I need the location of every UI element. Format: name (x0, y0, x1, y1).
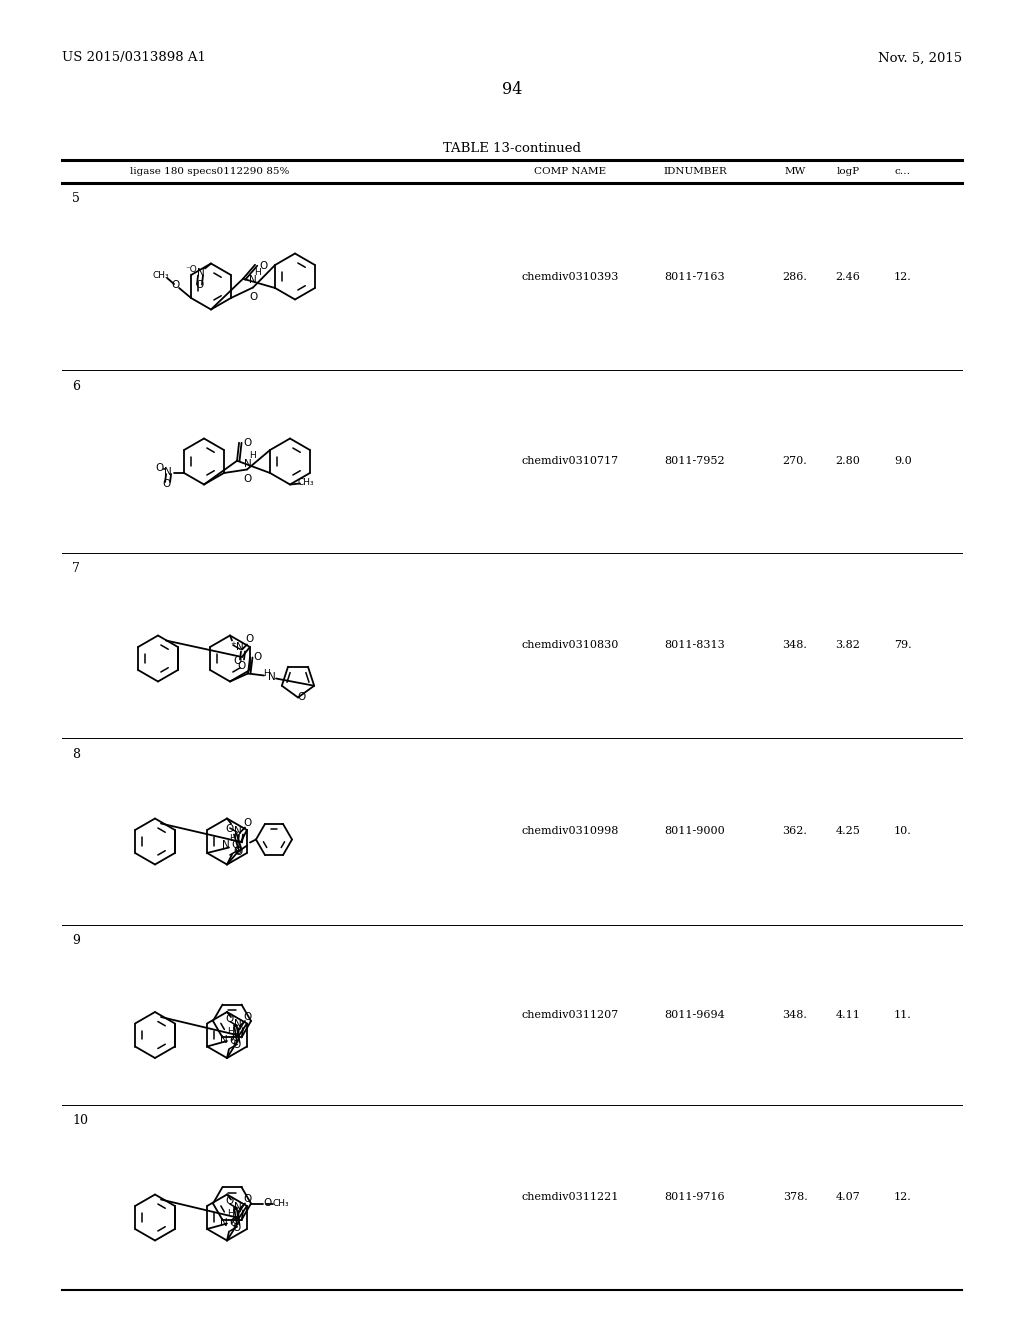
Text: N: N (222, 841, 229, 850)
Text: chemdiv0310998: chemdiv0310998 (521, 826, 618, 837)
Text: chemdiv0310830: chemdiv0310830 (521, 640, 618, 651)
Text: 79.: 79. (894, 640, 911, 651)
Text: 362.: 362. (782, 826, 808, 837)
Text: N: N (249, 276, 257, 285)
Text: logP: logP (837, 168, 859, 177)
Text: 8011-7952: 8011-7952 (665, 457, 725, 466)
Text: ligase 180 specs0112290 85%: ligase 180 specs0112290 85% (130, 168, 290, 177)
Text: O: O (243, 818, 251, 829)
Text: 12.: 12. (894, 1192, 912, 1203)
Text: 348.: 348. (782, 1010, 808, 1020)
Text: N: N (220, 1217, 228, 1228)
Text: •: • (162, 467, 166, 473)
Text: IDNUMBER: IDNUMBER (664, 168, 727, 177)
Text: O: O (231, 1034, 240, 1043)
Text: CH₃: CH₃ (272, 1199, 290, 1208)
Text: 8011-9000: 8011-9000 (665, 826, 725, 837)
Text: H: H (263, 669, 270, 678)
Text: O: O (171, 280, 179, 290)
Text: O: O (243, 1012, 251, 1022)
Text: O: O (249, 292, 257, 301)
Text: CH₃: CH₃ (298, 478, 314, 487)
Text: N: N (234, 1201, 242, 1212)
Text: O: O (232, 1040, 241, 1051)
Text: 3.82: 3.82 (836, 640, 860, 651)
Text: 4.25: 4.25 (836, 826, 860, 837)
Text: 12.: 12. (894, 272, 912, 281)
Text: 8011-7163: 8011-7163 (665, 272, 725, 281)
Text: 8: 8 (72, 747, 80, 760)
Text: 9: 9 (72, 935, 80, 948)
Text: 94: 94 (502, 82, 522, 99)
Text: O: O (229, 1218, 238, 1229)
Text: 378.: 378. (782, 1192, 807, 1203)
Text: O: O (229, 1036, 238, 1045)
Text: COMP NAME: COMP NAME (534, 168, 606, 177)
Text: 11.: 11. (894, 1010, 912, 1020)
Text: c…: c… (895, 168, 911, 177)
Text: O: O (243, 1195, 251, 1204)
Text: chemdiv0311221: chemdiv0311221 (521, 1192, 618, 1203)
Text: 8011-8313: 8011-8313 (665, 640, 725, 651)
Text: 10: 10 (72, 1114, 88, 1127)
Text: 4.11: 4.11 (836, 1010, 860, 1020)
Text: O: O (238, 661, 246, 671)
Text: TABLE 13-continued: TABLE 13-continued (443, 141, 581, 154)
Text: O: O (226, 824, 234, 833)
Text: O: O (243, 474, 251, 483)
Text: O: O (259, 261, 267, 271)
Text: O: O (263, 1199, 271, 1209)
Text: CH₃: CH₃ (153, 272, 169, 281)
Text: N: N (244, 459, 252, 469)
Text: O: O (231, 840, 240, 850)
Text: N: N (268, 672, 275, 682)
Text: 8011-9716: 8011-9716 (665, 1192, 725, 1203)
Text: H: H (228, 834, 236, 843)
Text: H: H (226, 1027, 233, 1035)
Text: H: H (254, 268, 260, 277)
Text: chemdiv0310717: chemdiv0310717 (521, 457, 618, 466)
Text: 5: 5 (72, 193, 80, 206)
Text: O: O (226, 1196, 234, 1206)
Text: Nov. 5, 2015: Nov. 5, 2015 (878, 51, 962, 65)
Text: MW: MW (784, 168, 806, 177)
Text: O: O (297, 692, 305, 701)
Text: US 2015/0313898 A1: US 2015/0313898 A1 (62, 51, 206, 65)
Text: 9.0: 9.0 (894, 457, 912, 466)
Text: 348.: 348. (782, 640, 808, 651)
Text: ⁻O: ⁻O (185, 265, 197, 275)
Text: H: H (226, 1209, 233, 1218)
Text: O: O (233, 656, 242, 667)
Text: O: O (245, 635, 253, 644)
Text: 7: 7 (72, 562, 80, 576)
Text: +: + (230, 640, 236, 647)
Text: 8011-9694: 8011-9694 (665, 1010, 725, 1020)
Text: N: N (234, 1019, 242, 1030)
Text: N: N (220, 1035, 228, 1045)
Text: O: O (231, 1216, 240, 1225)
Text: 6: 6 (72, 380, 80, 392)
Text: O: O (155, 463, 163, 473)
Text: O: O (234, 847, 243, 857)
Text: O: O (162, 479, 170, 488)
Text: N: N (234, 825, 242, 836)
Text: 286.: 286. (782, 272, 808, 281)
Text: N: N (164, 467, 172, 477)
Text: 2.80: 2.80 (836, 457, 860, 466)
Text: chemdiv0310393: chemdiv0310393 (521, 272, 618, 281)
Text: O: O (226, 1014, 234, 1024)
Text: O: O (232, 1224, 241, 1233)
Text: 2.46: 2.46 (836, 272, 860, 281)
Text: H: H (249, 451, 256, 461)
Text: O: O (233, 846, 242, 855)
Text: N: N (198, 268, 205, 279)
Text: 10.: 10. (894, 826, 912, 837)
Text: chemdiv0311207: chemdiv0311207 (521, 1010, 618, 1020)
Text: O: O (243, 438, 251, 447)
Text: O: O (254, 652, 262, 663)
Text: 270.: 270. (782, 457, 807, 466)
Text: N: N (237, 643, 244, 652)
Text: O: O (195, 281, 203, 290)
Text: 4.07: 4.07 (836, 1192, 860, 1203)
